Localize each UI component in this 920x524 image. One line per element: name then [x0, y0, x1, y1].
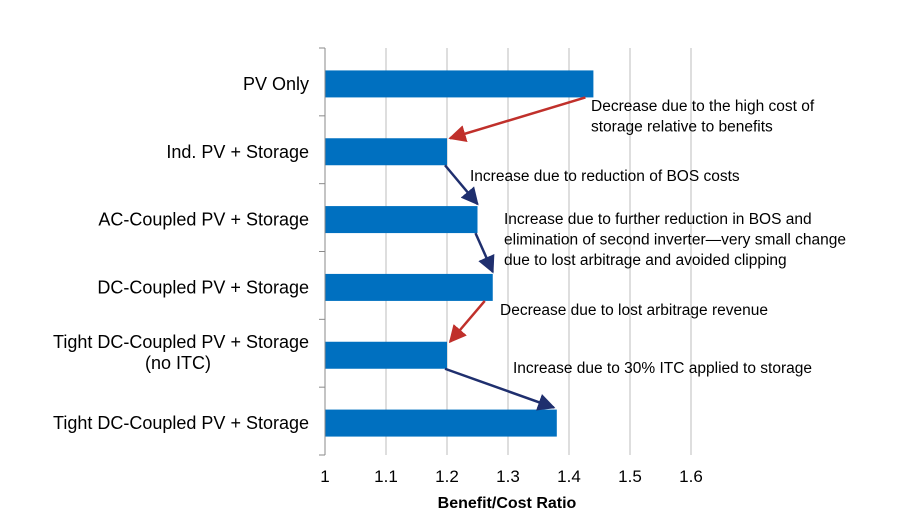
category-label-line: AC-Coupled PV + Storage	[98, 210, 309, 230]
increase-arrow	[444, 164, 479, 206]
annotation-line: Decrease due to the high cost of	[591, 98, 815, 115]
bars	[325, 70, 594, 437]
category-label: PV Only	[243, 74, 309, 94]
annotation-texts: Decrease due to the high cost of storage …	[470, 98, 846, 377]
annotation-text: Increase due to further reduction in BOS…	[504, 211, 846, 269]
increase-arrow	[444, 367, 556, 411]
x-tick-label: 1.6	[679, 467, 703, 486]
gridlines	[385, 48, 692, 455]
annotation-line: elimination of second inverter—very smal…	[504, 232, 846, 249]
x-tick-label: 1.3	[496, 467, 520, 486]
annotation-line: storage relative to benefits	[591, 119, 773, 136]
annotation-line: Decrease due to lost arbitrage revenue	[500, 302, 768, 319]
annotation-text: Decrease due to the high cost of storage …	[591, 98, 815, 136]
bar	[325, 206, 478, 234]
bar	[325, 138, 447, 166]
x-tick-label: 1.4	[557, 467, 581, 486]
category-label: Tight DC-Coupled PV + Storage (no ITC)	[53, 332, 309, 373]
bar	[325, 409, 557, 437]
annotation-text: Increase due to 30% ITC applied to stora…	[513, 360, 812, 377]
increase-arrow	[474, 232, 495, 274]
category-label-line: (no ITC)	[145, 353, 211, 373]
bar	[325, 341, 447, 369]
category-label-line: Tight DC-Coupled PV + Storage	[53, 332, 309, 352]
decrease-arrow	[448, 96, 586, 143]
x-tick-label: 1	[320, 467, 329, 486]
bar	[325, 70, 594, 98]
category-label: DC-Coupled PV + Storage	[97, 277, 309, 297]
category-label-line: PV Only	[243, 74, 309, 94]
category-label-line: Ind. PV + Storage	[166, 142, 309, 162]
bar	[325, 273, 493, 301]
annotation-line: due to lost arbitrage and avoided clippi…	[504, 252, 787, 269]
x-tick-label: 1.5	[618, 467, 642, 486]
annotation-line: Increase due to 30% ITC applied to stora…	[513, 360, 812, 377]
axes: 1 1.1 1.2 1.3 1.4 1.5 1.6	[319, 47, 703, 486]
annotation-text: Decrease due to lost arbitrage revenue	[500, 302, 768, 319]
annotation-line: Increase due to further reduction in BOS…	[504, 211, 812, 228]
category-label: Tight DC-Coupled PV + Storage	[53, 413, 309, 433]
category-label-line: Tight DC-Coupled PV + Storage	[53, 413, 309, 433]
x-tick-label: 1.1	[374, 467, 398, 486]
category-label: Ind. PV + Storage	[166, 142, 309, 162]
annotation-arrows	[444, 96, 586, 411]
x-axis-title: Benefit/Cost Ratio	[438, 495, 577, 512]
category-labels: PV Only Ind. PV + Storage AC-Coupled PV + …	[53, 74, 309, 433]
x-tick-label: 1.2	[435, 467, 459, 486]
annotation-line: Increase due to reduction of BOS costs	[470, 168, 740, 185]
category-label-line: DC-Coupled PV + Storage	[97, 277, 309, 297]
category-label: AC-Coupled PV + Storage	[98, 210, 309, 230]
decrease-arrow	[448, 300, 486, 344]
annotation-text: Increase due to reduction of BOS costs	[470, 168, 740, 185]
